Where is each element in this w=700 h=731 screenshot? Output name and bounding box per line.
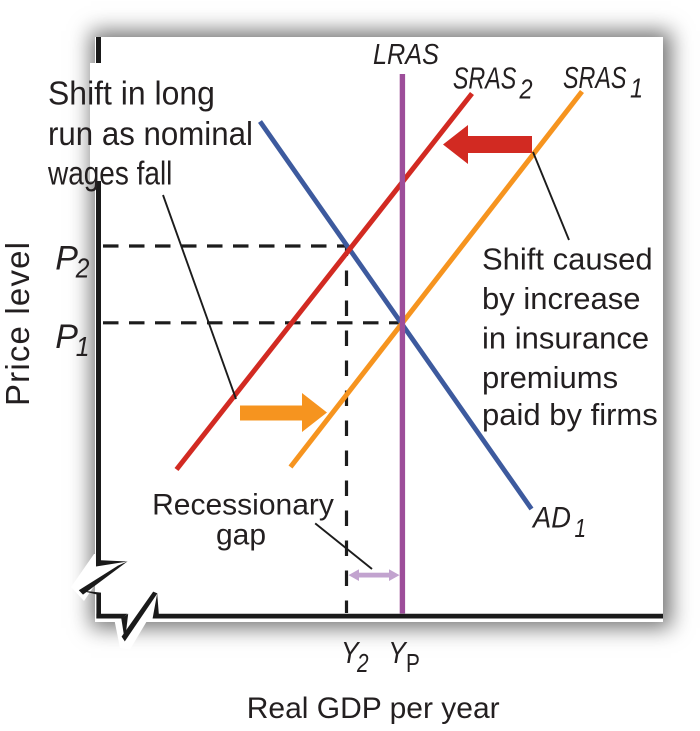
svg-text:1: 1 <box>630 74 643 104</box>
svg-text:in insurance: in insurance <box>482 321 649 356</box>
svg-text:AD: AD <box>531 501 571 534</box>
svg-text:premiums: premiums <box>482 360 618 395</box>
svg-text:Shift caused: Shift caused <box>482 242 653 277</box>
svg-text:gap: gap <box>216 519 266 552</box>
svg-text:P: P <box>55 318 78 356</box>
svg-text:Shift in long: Shift in long <box>48 75 215 112</box>
svg-text:Y: Y <box>388 636 407 670</box>
svg-text:2: 2 <box>356 649 368 678</box>
svg-text:SRAS: SRAS <box>563 60 626 95</box>
svg-text:1: 1 <box>575 514 587 543</box>
svg-text:P: P <box>55 239 78 277</box>
svg-text:Y: Y <box>341 636 360 670</box>
svg-text:Real GDP per year: Real GDP per year <box>247 692 500 725</box>
svg-text:P: P <box>406 649 420 678</box>
svg-text:Price level: Price level <box>0 242 36 406</box>
svg-text:SRAS: SRAS <box>453 60 516 95</box>
svg-text:LRAS: LRAS <box>373 37 439 70</box>
svg-text:Recessionary: Recessionary <box>152 488 334 521</box>
svg-text:paid by firms: paid by firms <box>482 397 658 432</box>
svg-text:wages fall: wages fall <box>47 156 172 193</box>
svg-text:2: 2 <box>75 252 90 284</box>
svg-text:2: 2 <box>519 75 533 105</box>
svg-text:1: 1 <box>76 331 90 363</box>
svg-text:by increase: by increase <box>482 281 641 316</box>
svg-text:run as nominal: run as nominal <box>48 115 253 152</box>
